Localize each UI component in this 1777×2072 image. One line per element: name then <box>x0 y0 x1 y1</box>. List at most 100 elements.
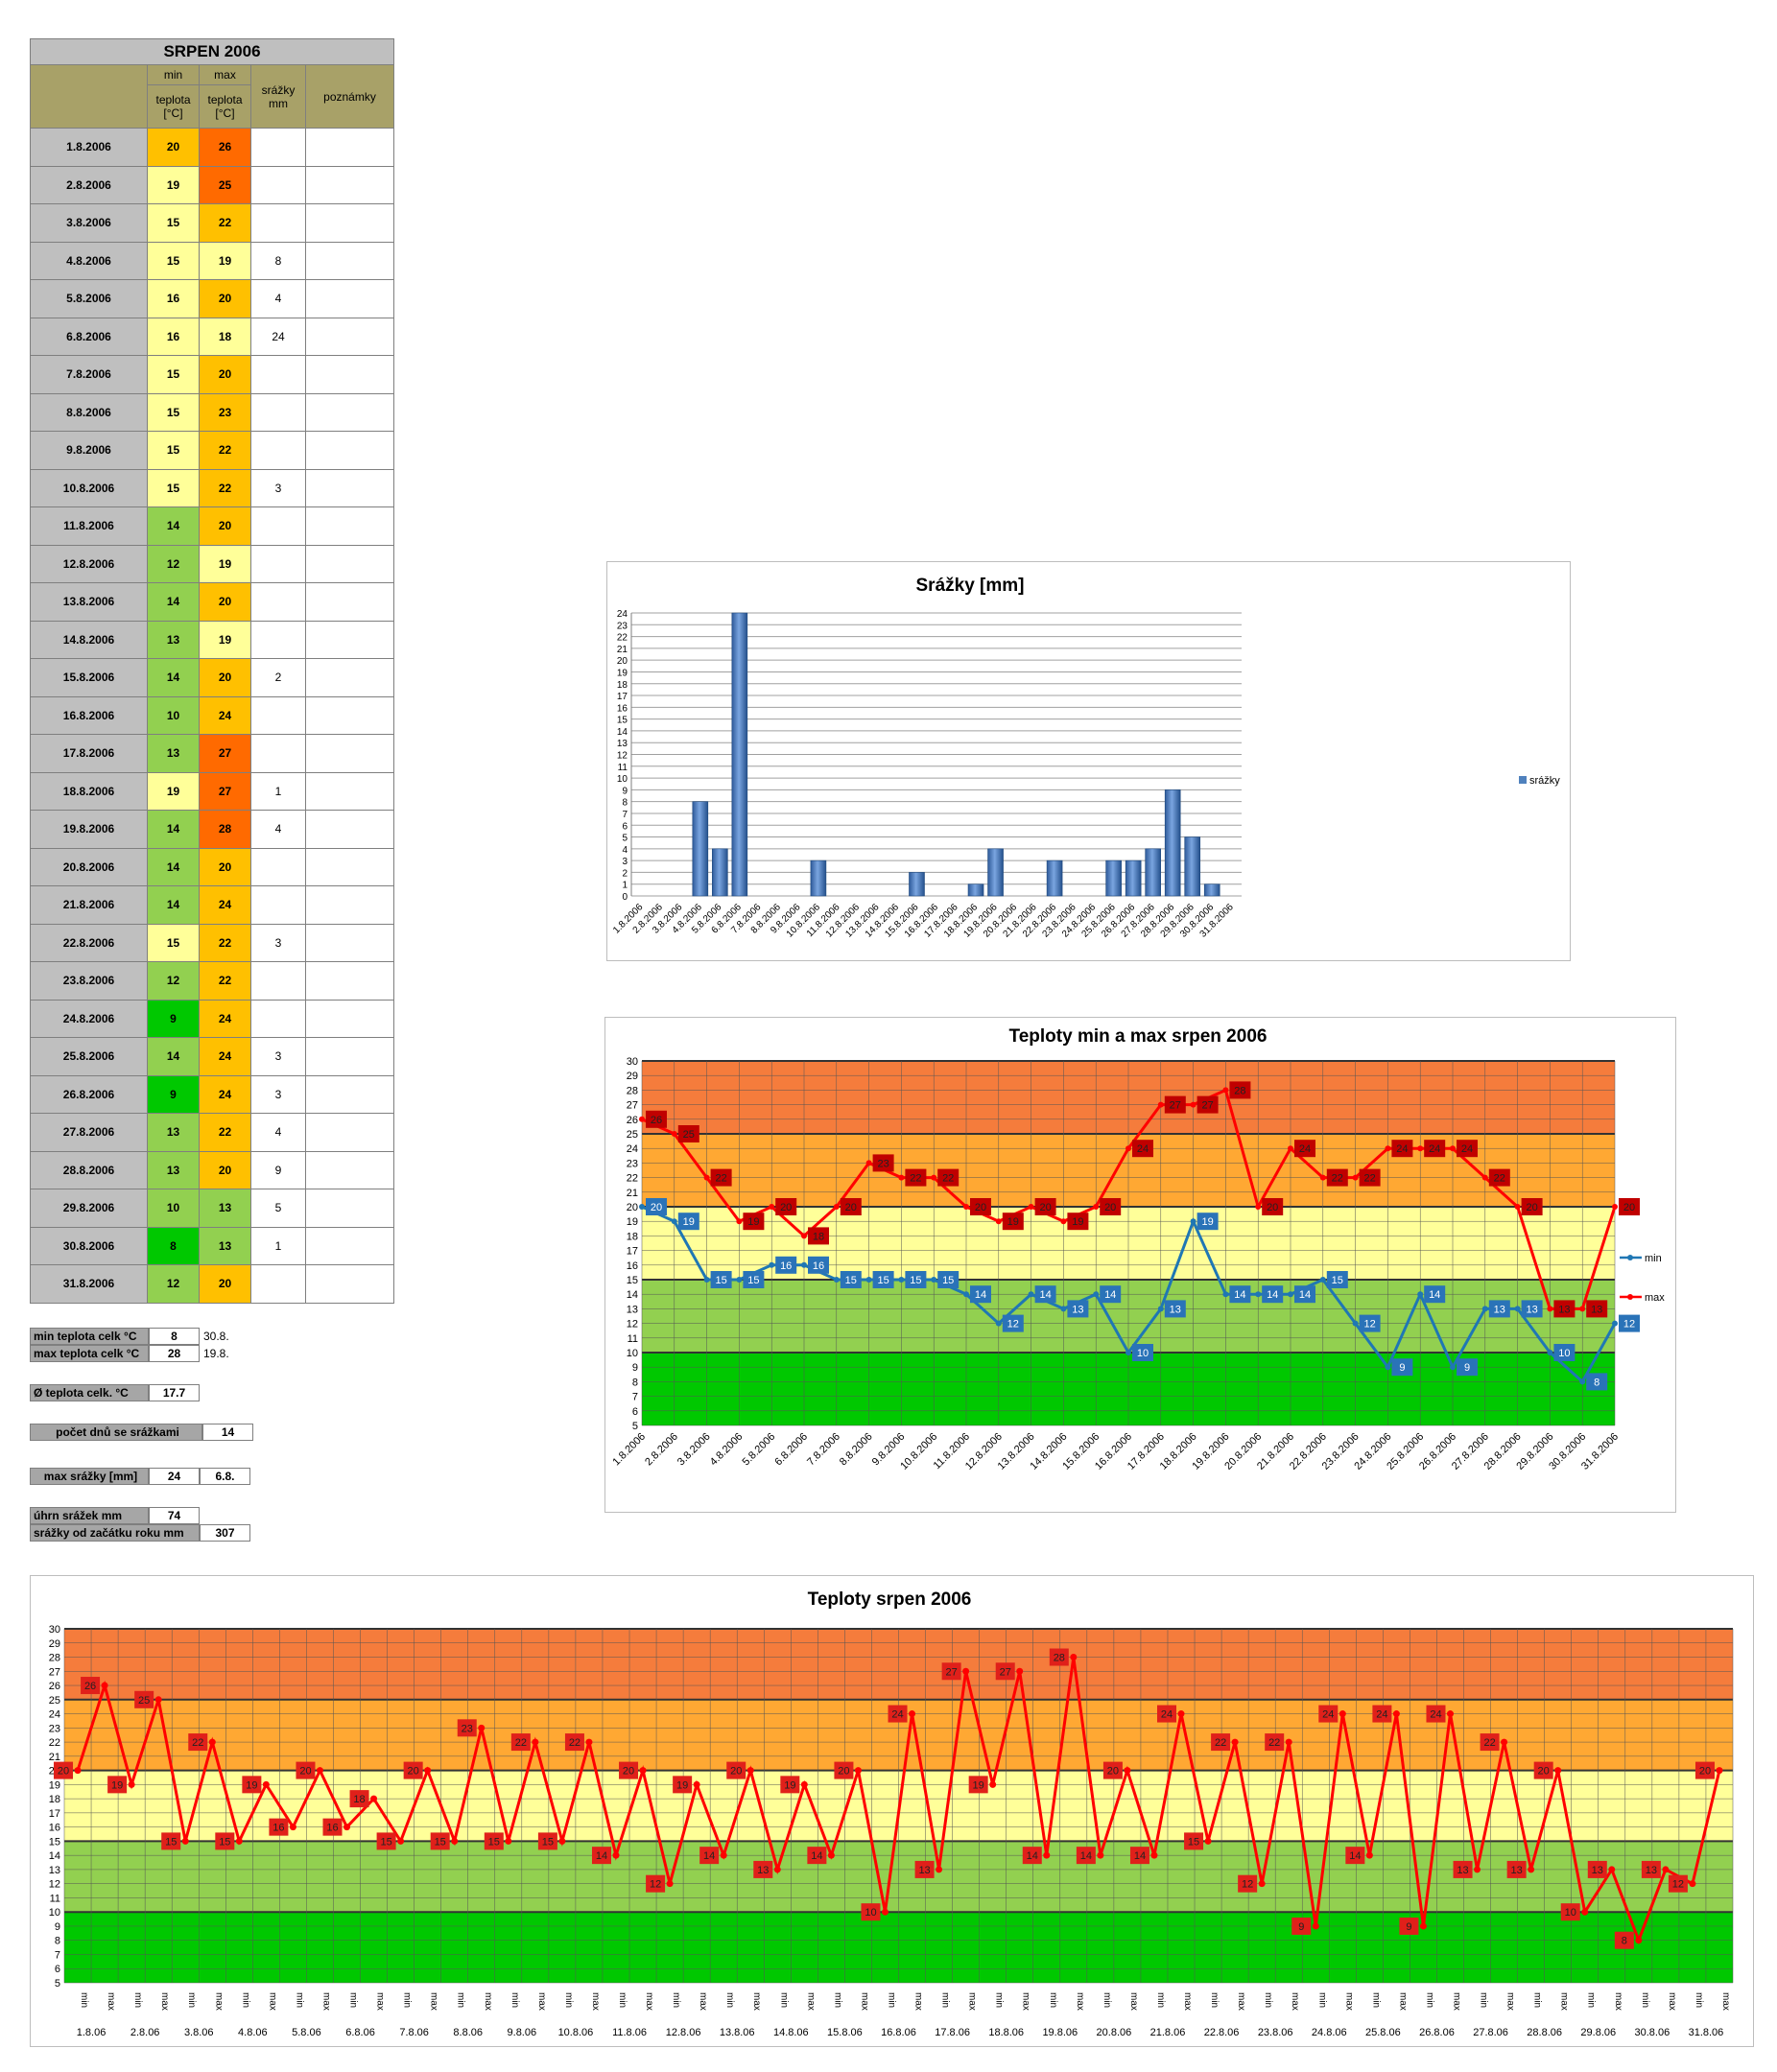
x-pair-label: max <box>1720 1992 1731 2011</box>
y-tick-label: 8 <box>632 1377 638 1388</box>
data-label-box <box>1002 1314 1024 1332</box>
x-date-label: 10.8.06 <box>558 2027 594 2038</box>
row-max: 22 <box>199 203 251 243</box>
series-point <box>703 1174 710 1181</box>
data-label-box <box>1553 1300 1576 1318</box>
row-date: 18.8.2006 <box>30 771 148 811</box>
row-rain <box>250 128 306 167</box>
series-point <box>1070 1654 1078 1661</box>
bar <box>1184 836 1201 897</box>
bar <box>1145 848 1161 897</box>
y-tick-label: 21 <box>627 1188 638 1199</box>
data-label: 24 <box>1396 1143 1408 1155</box>
data-label: 19 <box>246 1779 257 1791</box>
series-point <box>1385 1145 1391 1152</box>
series-point <box>1093 1204 1100 1210</box>
row-notes <box>305 1113 394 1152</box>
y-tick-label: 7 <box>632 1392 638 1403</box>
row-notes <box>305 431 394 470</box>
data-label-box <box>430 1832 450 1850</box>
data-label: 15 <box>542 1836 554 1848</box>
x-date-label: 25.8.06 <box>1365 2027 1401 2038</box>
data-label-box <box>970 1198 991 1215</box>
x-date-label: 19.8.06 <box>1042 2027 1078 2038</box>
row-rain <box>250 695 306 735</box>
data-label: 20 <box>299 1766 311 1778</box>
data-label: 10 <box>865 1907 876 1919</box>
x-pair-label: min <box>240 1992 250 2008</box>
row-rain: 1 <box>250 771 306 811</box>
row-min: 13 <box>147 1150 200 1189</box>
series-point <box>1093 1291 1100 1298</box>
x-date-label: 17.8.06 <box>935 2027 970 2038</box>
row-max: 20 <box>199 355 251 394</box>
y-tick-label: 21 <box>49 1752 60 1763</box>
x-pair-label: min <box>294 1992 304 2008</box>
row-max: 23 <box>199 392 251 432</box>
y-tick-label: 22 <box>627 1173 638 1185</box>
y-tick-label: 22 <box>49 1737 60 1749</box>
y-tick-label: 29 <box>49 1638 60 1650</box>
table-row: 3.8.2006 15 22 <box>30 203 394 243</box>
series-point <box>962 1667 970 1675</box>
series-point <box>1608 1866 1616 1873</box>
weather-table: SRPEN 2006 min max srážky mm poznámky tep… <box>30 38 394 1304</box>
data-label-box <box>780 1776 800 1794</box>
data-label-box <box>808 1227 829 1245</box>
x-date-label: 18.8.06 <box>988 2027 1024 2038</box>
y-tick-label: 9 <box>55 1921 60 1933</box>
data-label-box <box>1067 1300 1089 1318</box>
series-point <box>1419 1922 1427 1930</box>
data-label: 24 <box>1429 1143 1440 1155</box>
y-tick-label: 13 <box>627 1304 638 1315</box>
data-label: 19 <box>973 1779 984 1791</box>
y-tick-label: 16 <box>627 1260 638 1272</box>
data-label-box <box>834 1761 854 1779</box>
data-label: 15 <box>165 1836 177 1848</box>
bar <box>1125 859 1142 897</box>
daily-chart-panel: Teploty srpen 2006 5 6 7 8 9 10 11 12 13 14 15 16 17 1… <box>30 1575 1754 2047</box>
data-label: 20 <box>838 1766 849 1778</box>
y-tick-label: 14 <box>617 727 628 738</box>
x-date-label: 28.8.06 <box>1527 2027 1562 2038</box>
y-tick-label: 20 <box>627 1202 638 1213</box>
series-point <box>865 1277 872 1283</box>
summary-avg: Ø teplota celk. °C 17.7 <box>30 1384 200 1401</box>
table-row: 17.8.2006 13 27 <box>30 734 394 773</box>
row-date: 28.8.2006 <box>30 1150 148 1189</box>
x-date-label: 31.8.06 <box>1689 2027 1724 2038</box>
y-tick-label: 30 <box>49 1624 60 1636</box>
row-notes <box>305 317 394 356</box>
data-label-box <box>1614 1931 1634 1949</box>
data-label-box <box>699 1847 720 1865</box>
data-label: 22 <box>192 1737 203 1749</box>
data-label-box <box>710 1168 732 1187</box>
data-label: 20 <box>58 1766 69 1778</box>
series-point <box>1285 1738 1292 1746</box>
data-label-box <box>937 1271 960 1288</box>
y-tick-label: 12 <box>617 751 628 762</box>
row-max: 24 <box>199 695 251 735</box>
row-rain <box>250 620 306 659</box>
y-tick-label: 19 <box>49 1779 60 1791</box>
series-point <box>963 1204 969 1210</box>
x-pair-label: min <box>1694 1992 1704 2008</box>
data-label: 20 <box>408 1766 419 1778</box>
data-label: 8 <box>1622 1936 1627 1947</box>
series-point <box>639 1204 645 1210</box>
minmax-chart: Teploty min a max srpen 2006 5 6 7 8 9 10 11 12 1… <box>610 1026 1665 1472</box>
data-label: 16 <box>780 1260 792 1272</box>
series-point <box>666 1880 674 1888</box>
data-label: 15 <box>942 1275 954 1286</box>
row-date: 7.8.2006 <box>30 355 148 394</box>
table-row: 13.8.2006 14 20 <box>30 582 394 622</box>
data-label: 28 <box>1234 1085 1245 1096</box>
series-point <box>585 1738 593 1746</box>
row-max: 25 <box>199 165 251 204</box>
row-max: 19 <box>199 241 251 280</box>
series-point <box>1288 1145 1293 1152</box>
series-point <box>289 1824 296 1831</box>
series-point <box>532 1738 539 1746</box>
row-date: 10.8.2006 <box>30 468 148 507</box>
data-label-box <box>54 1761 74 1779</box>
